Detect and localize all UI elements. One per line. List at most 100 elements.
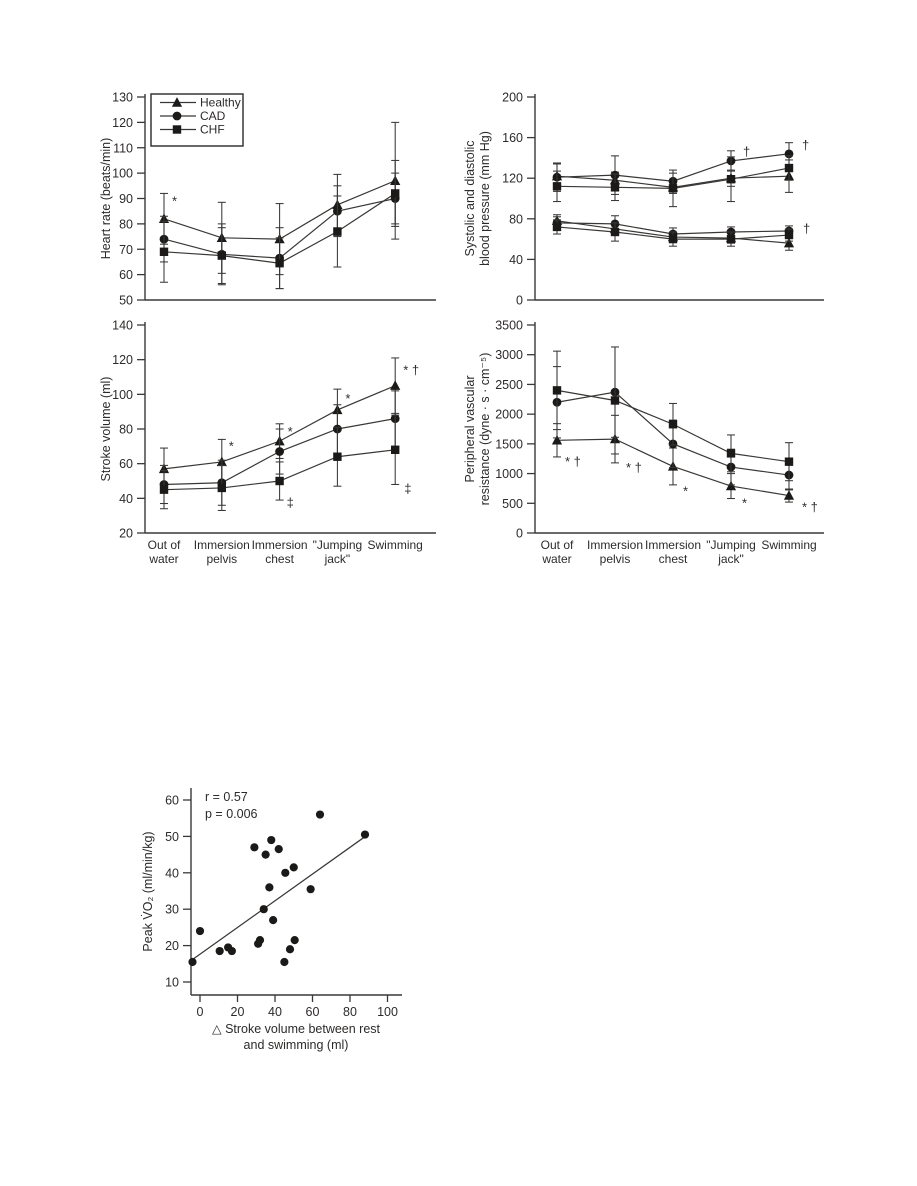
svg-text:Immersion: Immersion bbox=[645, 538, 701, 552]
scatter-axes: 10 20 30 40 50 60 0 20 40 60 80 100 bbox=[165, 794, 398, 1020]
svg-text:jack": jack" bbox=[717, 552, 744, 566]
svg-text:120: 120 bbox=[112, 353, 133, 367]
svg-text:80: 80 bbox=[509, 212, 523, 226]
svg-text:200: 200 bbox=[502, 91, 523, 105]
svg-text:* †: * † bbox=[802, 500, 818, 515]
svg-text:*: * bbox=[288, 424, 293, 439]
svg-text:Swimming: Swimming bbox=[368, 538, 423, 552]
svg-text:△ Stroke volume between rest: △ Stroke volume between rest bbox=[212, 1022, 381, 1036]
y-axis-label: Peak V̇O₂ (ml/min/kg) bbox=[141, 831, 155, 951]
svg-text:1500: 1500 bbox=[495, 437, 523, 451]
svg-text:100: 100 bbox=[112, 167, 133, 181]
svg-text:Stroke volume (ml): Stroke volume (ml) bbox=[99, 377, 113, 482]
x-axis-labels: Out ofwaterImmersionpelvisImmersionchest… bbox=[541, 538, 817, 566]
svg-text:Healthy: Healthy bbox=[200, 96, 241, 110]
svg-text:60: 60 bbox=[119, 457, 133, 471]
svg-text:*: * bbox=[229, 439, 234, 454]
svg-text:*: * bbox=[683, 483, 688, 498]
svg-text:p = 0.006: p = 0.006 bbox=[205, 807, 258, 821]
svg-text:*: * bbox=[172, 194, 177, 209]
svg-text:‡: ‡ bbox=[287, 495, 294, 510]
svg-text:water: water bbox=[148, 552, 178, 566]
svg-text:"Jumping: "Jumping bbox=[706, 538, 756, 552]
svg-text:Immersion: Immersion bbox=[587, 538, 643, 552]
chart-vo2-scatter: 10 20 30 40 50 60 0 20 40 60 80 100 Peak V̇O₂ (ml/mi… bbox=[141, 788, 402, 1052]
svg-text:80: 80 bbox=[119, 217, 133, 231]
svg-text:40: 40 bbox=[509, 253, 523, 267]
svg-text:0: 0 bbox=[516, 527, 523, 541]
svg-text:Immersion: Immersion bbox=[252, 538, 308, 552]
svg-text:3000: 3000 bbox=[495, 348, 523, 362]
svg-text:0: 0 bbox=[516, 294, 523, 308]
svg-text:pelvis: pelvis bbox=[206, 552, 237, 566]
svg-text:chest: chest bbox=[265, 552, 294, 566]
chart-peripheral-vascular-resistance: 0 500 1000 1500 2000 2500 3000 3500 Peripheral v… bbox=[463, 319, 824, 566]
svg-text:3500: 3500 bbox=[495, 319, 523, 333]
significance-annotations: * bbox=[172, 194, 177, 209]
correlation-stats: r = 0.57 p = 0.006 bbox=[205, 790, 258, 821]
svg-text:40: 40 bbox=[119, 492, 133, 506]
svg-text:50: 50 bbox=[165, 830, 179, 844]
svg-text:CHF: CHF bbox=[200, 123, 225, 137]
svg-text:and swimming (ml): and swimming (ml) bbox=[244, 1038, 349, 1052]
regression-line bbox=[190, 834, 368, 962]
svg-text:40: 40 bbox=[165, 866, 179, 880]
svg-text:20: 20 bbox=[165, 939, 179, 953]
svg-text:60: 60 bbox=[119, 268, 133, 282]
x-axis-labels: Out ofwaterImmersionpelvisImmersionchest… bbox=[148, 538, 423, 566]
svg-text:water: water bbox=[541, 552, 571, 566]
chart-blood-pressure: 0 40 80 120 160 200 Systolic and diastolic bloo… bbox=[463, 91, 824, 308]
y-axis-blood-pressure: 0 40 80 120 160 200 bbox=[502, 91, 535, 308]
svg-text:jack": jack" bbox=[324, 552, 351, 566]
svg-text:CAD: CAD bbox=[200, 109, 226, 123]
svg-text:pelvis: pelvis bbox=[600, 552, 631, 566]
svg-text:80: 80 bbox=[119, 423, 133, 437]
svg-text:120: 120 bbox=[112, 116, 133, 130]
svg-text:20: 20 bbox=[231, 1005, 245, 1019]
svg-text:0: 0 bbox=[197, 1005, 204, 1019]
svg-text:Out of: Out of bbox=[148, 538, 181, 552]
svg-text:80: 80 bbox=[343, 1005, 357, 1019]
series-chf bbox=[159, 159, 400, 290]
series-chf-systolic bbox=[552, 155, 794, 208]
scatter-points bbox=[188, 810, 370, 967]
significance-annotations: * * * * † ‡ ‡ bbox=[229, 362, 419, 509]
chart-stroke-volume: 20 40 60 80 100 120 140 Stroke volume (ml) Out o… bbox=[99, 319, 436, 566]
svg-text:100: 100 bbox=[377, 1005, 398, 1019]
svg-text:500: 500 bbox=[502, 497, 523, 511]
y-axis-label: Stroke volume (ml) bbox=[99, 377, 113, 482]
svg-text:"Jumping: "Jumping bbox=[313, 538, 363, 552]
svg-text:2500: 2500 bbox=[495, 378, 523, 392]
svg-text:30: 30 bbox=[165, 903, 179, 917]
series-chf bbox=[552, 346, 794, 482]
svg-text:* †: * † bbox=[403, 362, 419, 377]
svg-text:50: 50 bbox=[119, 294, 133, 308]
svg-text:110: 110 bbox=[113, 141, 133, 155]
svg-text:160: 160 bbox=[502, 131, 523, 145]
chart-heart-rate: 50 60 70 80 90 100 110 120 130 Heart rate (beats/… bbox=[99, 91, 436, 308]
svg-text:60: 60 bbox=[165, 794, 179, 808]
svg-text:Peak V̇O₂ (ml/min/kg): Peak V̇O₂ (ml/min/kg) bbox=[141, 831, 155, 951]
svg-text:* †: * † bbox=[565, 454, 581, 469]
svg-text:60: 60 bbox=[306, 1005, 320, 1019]
svg-text:Out of: Out of bbox=[541, 538, 574, 552]
svg-text:100: 100 bbox=[112, 388, 133, 402]
svg-text:chest: chest bbox=[659, 552, 688, 566]
series-chf bbox=[159, 414, 400, 511]
svg-text:20: 20 bbox=[119, 527, 133, 541]
y-axis-peripheral-vascular-resistance: 0 500 1000 1500 2000 2500 3000 3500 bbox=[495, 319, 535, 541]
svg-text:Immersion: Immersion bbox=[194, 538, 250, 552]
svg-text:2000: 2000 bbox=[495, 408, 523, 422]
svg-text:10: 10 bbox=[165, 976, 179, 990]
y-axis-label: Systolic and diastolic blood pressure (mm… bbox=[463, 131, 492, 266]
svg-text:1000: 1000 bbox=[495, 467, 523, 481]
series-chf-diastolic bbox=[552, 219, 794, 247]
svg-text:Peripheral vascular: Peripheral vascular bbox=[463, 376, 477, 483]
svg-text:*: * bbox=[345, 391, 350, 406]
svg-text:†: † bbox=[743, 144, 750, 159]
significance-annotations: † † † bbox=[743, 138, 810, 236]
svg-text:130: 130 bbox=[112, 91, 133, 105]
